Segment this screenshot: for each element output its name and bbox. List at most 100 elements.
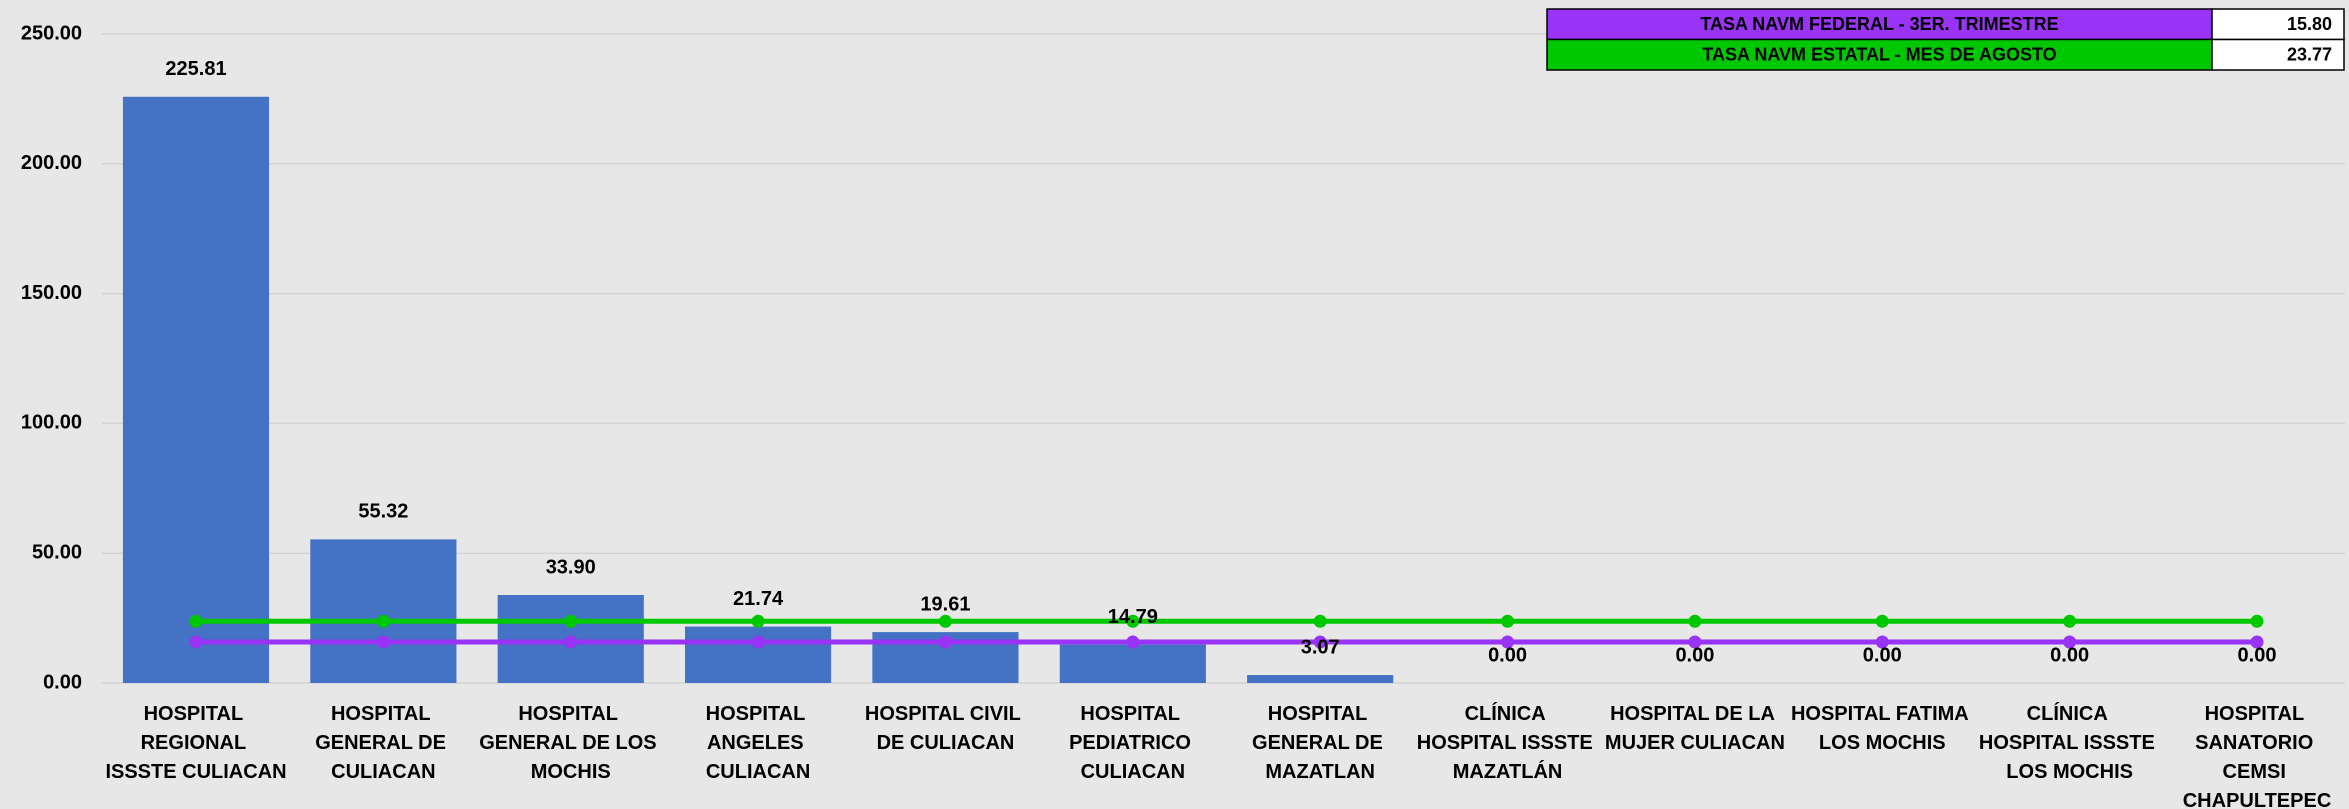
line-marker [189,635,203,649]
legend-label: TASA NAVM ESTATAL - MES DE AGOSTO [1702,45,2056,65]
y-tick-label: 100.00 [21,412,82,434]
data-label: 0.00 [1675,644,1714,666]
label-line: MOCHIS [531,761,611,783]
bar [310,539,457,683]
label-line: HOSPITAL [144,703,249,725]
label-line: HOSPITAL [706,703,811,725]
x-tick-label: HOSPITAL REGIONAL ISSSTE CULIACAN [105,703,286,783]
y-tick-label: 150.00 [21,282,82,304]
label-line: MAZATLAN [1265,761,1375,783]
label-line: HOSPITAL [1268,703,1373,725]
x-tick-label: CLÍNICA HOSPITAL ISSSTE LOS MOCHIS [1979,702,2161,783]
data-label: 0.00 [1863,644,1902,666]
label-line: HOSPITAL ISSSTE [1979,732,2161,754]
label-line: GENERAL DE LOS [479,732,662,754]
x-tick-label: HOSPITAL FATIMA LOS MOCHIS [1791,703,1974,754]
legend-label: TASA NAVM FEDERAL - 3ER. TRIMESTRE [1700,14,2058,34]
line-marker [2250,635,2264,649]
x-tick-label: HOSPITAL GENERAL DE CULIACAN [315,703,451,783]
data-label: 19.61 [920,593,970,615]
line-marker [376,635,390,649]
label-line: HOSPITAL CIVIL [865,703,1026,725]
label-line: DE CULIACAN [877,732,1015,754]
label-line: CEMSI [2223,761,2292,783]
y-tick-label: 50.00 [32,541,82,563]
label-line: CULIACAN [1081,761,1185,783]
line-marker [1501,614,1515,628]
y-tick-label: 200.00 [21,152,82,174]
label-line: ISSSTE CULIACAN [105,761,286,783]
line-marker [1875,635,1889,649]
bar [1247,675,1394,683]
legend-swatch [1546,8,2213,41]
label-line: ANGELES [707,732,809,754]
legend-value-cell [2211,8,2345,41]
x-tick-label: HOSPITAL ANGELES CULIACAN [706,703,811,783]
line-marker [564,614,578,628]
data-label: 33.90 [546,556,596,578]
label-line: HOSPITAL ISSSTE [1417,732,1599,754]
x-tick-label: HOSPITAL DE LA MUJER CULIACAN [1605,703,1785,754]
data-label: 14.79 [1108,606,1158,628]
x-tick-label: HOSPITAL GENERAL DE LOS MOCHIS [479,703,662,783]
line-marker [2063,614,2077,628]
legend-value: 15.80 [2287,14,2332,34]
line-marker [938,614,952,628]
bar [685,626,832,683]
legend-value: 23.77 [2287,45,2332,65]
line-marker [1688,635,1702,649]
line-marker [1501,635,1515,649]
label-line: HOSPITAL DE LA [1610,703,1780,725]
label-line: HOSPITAL FATIMA [1791,703,1974,725]
line-marker [2250,614,2264,628]
line-marker [1126,614,1140,628]
data-label: 225.81 [165,58,226,80]
y-tick-label: 250.00 [21,22,82,44]
line-marker [564,635,578,649]
data-label: 0.00 [2050,644,2089,666]
label-line: REGIONAL [141,732,252,754]
line-marker [1313,614,1327,628]
label-line: CULIACAN [706,761,810,783]
line-marker [1126,635,1140,649]
line-marker [376,614,390,628]
label-line: HOSPITAL [1080,703,1185,725]
line-marker [751,614,765,628]
data-label: 0.00 [2238,644,2277,666]
label-line: CULIACAN [331,761,435,783]
label-line: GENERAL DE [315,732,451,754]
label-line: MUJER CULIACAN [1605,732,1785,754]
label-line: HOSPITAL [331,703,436,725]
y-tick-label: 0.00 [43,671,82,693]
line-marker [938,635,952,649]
data-label: 3.07 [1301,636,1340,658]
label-line: HOSPITAL [2205,703,2310,725]
label-line: MAZATLÁN [1453,760,1563,783]
legend-value-cell [2211,38,2345,71]
x-tick-label: HOSPITAL CIVIL DE CULIACAN [865,703,1026,754]
data-label: 55.32 [358,501,408,523]
label-line: CLÍNICA [2027,702,2113,725]
data-label: 21.74 [733,588,784,610]
label-line: PEDIATRICO [1069,732,1196,754]
line-marker [189,614,203,628]
x-tick-label: HOSPITAL GENERAL DE MAZATLAN [1252,703,1388,783]
bar [1059,644,1206,683]
bar [122,96,270,683]
line-marker [751,635,765,649]
line-marker [1875,614,1889,628]
label-line: GENERAL DE [1252,732,1388,754]
line-marker [2063,635,2077,649]
data-label: 0.00 [1488,644,1527,666]
label-line: SANATORIO [2195,732,2319,754]
line-marker [1313,635,1327,649]
line-marker [1688,614,1702,628]
label-line: CHAPULTEPEC [2183,790,2332,809]
label-line: CLÍNICA [1465,702,1551,725]
x-tick-label: HOSPITAL SANATORIO CEMSI CHAPULTEPEC [2183,703,2332,809]
x-tick-label: HOSPITAL PEDIATRICO CULIACAN [1069,703,1196,783]
label-line: LOS MOCHIS [2006,761,2133,783]
label-line: HOSPITAL [518,703,623,725]
x-tick-label: CLÍNICA HOSPITAL ISSSTE MAZATLÁN [1417,702,1599,783]
